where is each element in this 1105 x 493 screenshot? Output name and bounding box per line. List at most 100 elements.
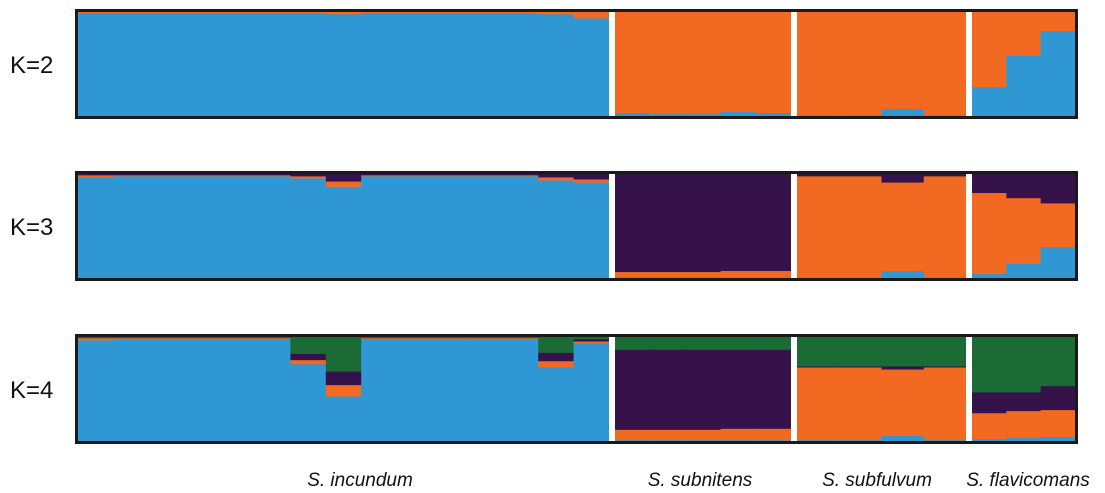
bar-segment-orange: [923, 367, 967, 441]
bar-segment-green: [148, 337, 185, 339]
bar-segment-orange: [923, 12, 967, 116]
bar-segment-orange: [290, 359, 327, 365]
bar-segment-orange: [839, 12, 883, 116]
bar-segment-blue: [923, 114, 967, 117]
bar-segment-blue: [972, 273, 1007, 279]
bar-segment-purple: [361, 174, 398, 176]
bar-segment-blue: [755, 439, 792, 442]
bar-segment-blue: [148, 13, 185, 117]
panel-k2: K=2: [10, 9, 1078, 119]
population-separator: [966, 337, 972, 441]
bar-segment-blue: [573, 182, 610, 279]
bar-segment-orange: [113, 338, 150, 340]
bar-segment-orange: [720, 270, 757, 278]
bar-segment-purple: [923, 366, 967, 368]
panel-border: [75, 171, 1078, 281]
bar-segment-blue: [219, 176, 256, 279]
bar-segment-blue: [972, 438, 1007, 442]
panels-group: K=2 K=3 K=4: [10, 9, 1078, 444]
bar-segment-green: [923, 337, 967, 367]
population-separator: [966, 174, 972, 278]
bar-segment-orange: [396, 338, 433, 340]
bar-segment-orange: [467, 12, 504, 14]
bar-segment-orange: [325, 384, 362, 397]
bar-segment-blue: [502, 176, 539, 279]
bar-segment-green: [615, 337, 651, 350]
bar-segment-green: [685, 337, 722, 350]
bar-segment-blue: [290, 364, 327, 442]
bar-segment-green: [502, 337, 539, 339]
bar-segment-orange: [113, 12, 150, 14]
population-separator: [609, 12, 615, 116]
panel-border: [75, 334, 1078, 444]
bar-segment-blue: [797, 276, 840, 279]
bar-segment-orange: [797, 12, 840, 116]
bar-segment-green: [255, 337, 291, 339]
bar-segment-purple: [839, 366, 883, 368]
bar-segment-blue: [797, 114, 840, 117]
bar-segment-orange: [148, 175, 185, 177]
bar-segment-orange: [538, 360, 575, 368]
bar-segment-purple: [432, 174, 468, 176]
bar-segment-blue: [219, 13, 256, 117]
bar-segment-orange: [502, 338, 539, 340]
bar-segment-blue: [1006, 263, 1042, 279]
bar-segment-purple: [615, 349, 651, 430]
population-separator: [609, 337, 615, 441]
bar-segment-purple: [396, 174, 433, 176]
bar-segment-orange: [78, 338, 114, 341]
population-labels: S. incundum S. subnitens S. subfulvum S. fl…: [307, 470, 1090, 491]
bar-segment-blue: [467, 13, 504, 117]
bar-segment-blue: [720, 439, 757, 442]
bar-segment-orange: [720, 428, 757, 441]
bar-segment-purple: [720, 349, 757, 429]
bar-segment-orange: [502, 12, 539, 14]
bar-segment-orange: [685, 429, 722, 441]
bar-segment-blue: [839, 114, 883, 117]
bar-segment-orange: [755, 12, 792, 114]
population-separator: [609, 174, 615, 278]
bar-segment-orange: [325, 181, 362, 187]
bar-segment-purple: [538, 174, 575, 178]
bar-segment-blue: [502, 339, 539, 442]
bar-segment-blue: [538, 367, 575, 442]
bar-segment-green: [1040, 337, 1076, 387]
bar-segment-green: [361, 337, 398, 339]
bar-segment-blue: [650, 439, 686, 442]
bar-segment-purple: [148, 174, 185, 176]
bar-segment-blue: [573, 343, 610, 442]
bar-segment-orange: [881, 182, 925, 272]
bar-segment-green: [1006, 337, 1042, 393]
bar-segment-purple: [1006, 392, 1042, 412]
bar-segment-purple: [797, 366, 840, 368]
bar-segment-orange: [573, 341, 610, 344]
bar-segment-orange: [361, 12, 398, 14]
bar-segment-orange: [1040, 12, 1076, 32]
bar-segment-purple: [255, 174, 291, 176]
bar-segment-green: [396, 337, 433, 339]
bar-segment-blue: [881, 270, 925, 279]
bar-segment-orange: [432, 12, 468, 14]
bar-segment-green: [650, 337, 686, 350]
bar-segment-orange: [467, 175, 504, 177]
bar-segment-blue: [361, 13, 398, 117]
population-separator: [791, 12, 797, 116]
bar-segment-orange: [685, 271, 722, 278]
bar-segment-orange: [113, 175, 150, 177]
bar-segment-blue: [361, 176, 398, 279]
bar-segment-orange: [78, 12, 114, 14]
population-separator: [791, 174, 797, 278]
bar-segment-blue: [396, 13, 433, 117]
bar-segment-purple: [78, 174, 114, 176]
bar-segment-orange: [972, 192, 1007, 275]
bar-segment-purple: [650, 174, 686, 273]
bar-segment-orange: [573, 179, 610, 183]
bar-segment-blue: [538, 14, 575, 117]
panel-border: [75, 9, 1078, 119]
bar-segment-green: [839, 337, 883, 367]
bar-segment-blue: [325, 14, 362, 117]
bar-segment-blue: [573, 18, 610, 117]
bar-segment-purple: [1006, 174, 1042, 199]
bar-segment-orange: [685, 12, 722, 115]
bar-segment-orange: [184, 12, 221, 14]
